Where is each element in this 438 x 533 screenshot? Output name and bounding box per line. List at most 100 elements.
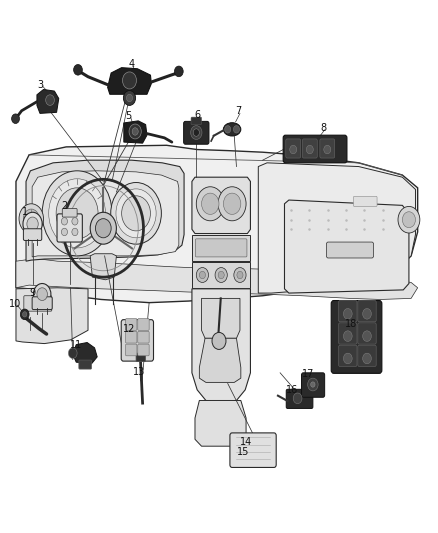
Circle shape bbox=[49, 179, 106, 248]
FancyBboxPatch shape bbox=[358, 323, 376, 344]
Text: 7: 7 bbox=[236, 106, 242, 116]
Circle shape bbox=[311, 382, 315, 387]
Circle shape bbox=[61, 228, 67, 236]
Circle shape bbox=[20, 309, 29, 320]
Text: 8: 8 bbox=[321, 123, 327, 133]
Circle shape bbox=[90, 212, 117, 244]
Polygon shape bbox=[199, 338, 241, 382]
Text: 15: 15 bbox=[237, 447, 249, 456]
Circle shape bbox=[218, 187, 246, 221]
FancyBboxPatch shape bbox=[286, 139, 300, 158]
FancyBboxPatch shape bbox=[339, 345, 357, 367]
Circle shape bbox=[56, 188, 98, 239]
FancyBboxPatch shape bbox=[23, 229, 42, 240]
Polygon shape bbox=[26, 160, 184, 261]
Text: 6: 6 bbox=[194, 110, 200, 120]
Polygon shape bbox=[124, 121, 147, 143]
Polygon shape bbox=[16, 259, 418, 300]
Circle shape bbox=[33, 284, 51, 305]
Circle shape bbox=[95, 219, 111, 238]
Polygon shape bbox=[195, 400, 246, 446]
Circle shape bbox=[306, 146, 313, 154]
Ellipse shape bbox=[223, 123, 241, 136]
Text: 9: 9 bbox=[29, 288, 35, 298]
Text: 1: 1 bbox=[21, 207, 28, 217]
Text: 14: 14 bbox=[240, 437, 252, 447]
Circle shape bbox=[290, 146, 297, 154]
FancyBboxPatch shape bbox=[283, 135, 347, 163]
Polygon shape bbox=[192, 177, 251, 233]
FancyBboxPatch shape bbox=[121, 320, 153, 361]
FancyBboxPatch shape bbox=[138, 344, 149, 356]
FancyBboxPatch shape bbox=[126, 332, 137, 343]
Circle shape bbox=[363, 309, 371, 319]
Circle shape bbox=[72, 228, 78, 236]
FancyBboxPatch shape bbox=[195, 239, 247, 257]
Circle shape bbox=[293, 393, 302, 403]
Circle shape bbox=[324, 146, 331, 154]
Circle shape bbox=[122, 196, 150, 231]
Circle shape bbox=[19, 204, 43, 233]
Circle shape bbox=[193, 129, 199, 136]
Circle shape bbox=[124, 91, 136, 106]
FancyBboxPatch shape bbox=[358, 345, 376, 367]
Polygon shape bbox=[73, 343, 97, 364]
Circle shape bbox=[307, 378, 318, 391]
Polygon shape bbox=[258, 163, 416, 293]
Circle shape bbox=[116, 189, 156, 238]
Circle shape bbox=[174, 66, 183, 77]
Text: 18: 18 bbox=[345, 319, 357, 329]
FancyBboxPatch shape bbox=[138, 332, 149, 343]
Circle shape bbox=[23, 209, 39, 228]
Circle shape bbox=[403, 212, 416, 228]
FancyBboxPatch shape bbox=[286, 389, 313, 408]
Circle shape bbox=[225, 126, 231, 133]
Circle shape bbox=[218, 271, 224, 279]
Polygon shape bbox=[192, 289, 251, 403]
Text: 10: 10 bbox=[9, 298, 21, 309]
Circle shape bbox=[343, 353, 352, 364]
FancyBboxPatch shape bbox=[339, 323, 357, 344]
Text: 4: 4 bbox=[129, 60, 135, 69]
Circle shape bbox=[27, 217, 38, 231]
FancyBboxPatch shape bbox=[353, 196, 377, 206]
Text: 13: 13 bbox=[134, 367, 146, 377]
Circle shape bbox=[129, 124, 141, 139]
Text: 2: 2 bbox=[61, 201, 67, 211]
FancyBboxPatch shape bbox=[79, 360, 92, 369]
Polygon shape bbox=[16, 146, 418, 303]
Circle shape bbox=[22, 312, 27, 317]
Circle shape bbox=[201, 193, 219, 214]
FancyBboxPatch shape bbox=[126, 344, 137, 356]
FancyBboxPatch shape bbox=[339, 301, 357, 322]
FancyBboxPatch shape bbox=[184, 122, 209, 144]
FancyBboxPatch shape bbox=[24, 296, 52, 311]
Polygon shape bbox=[32, 171, 179, 257]
Polygon shape bbox=[192, 262, 251, 288]
Circle shape bbox=[127, 94, 133, 102]
Circle shape bbox=[37, 288, 47, 301]
Text: 5: 5 bbox=[125, 111, 131, 121]
FancyBboxPatch shape bbox=[331, 301, 382, 373]
Circle shape bbox=[363, 331, 371, 342]
Circle shape bbox=[132, 128, 138, 135]
Circle shape bbox=[233, 126, 240, 133]
Circle shape bbox=[46, 95, 54, 106]
Circle shape bbox=[196, 268, 208, 282]
Circle shape bbox=[42, 171, 112, 256]
FancyBboxPatch shape bbox=[230, 433, 276, 467]
Circle shape bbox=[212, 333, 226, 350]
Polygon shape bbox=[37, 90, 59, 114]
FancyBboxPatch shape bbox=[136, 353, 146, 362]
Circle shape bbox=[343, 309, 352, 319]
FancyBboxPatch shape bbox=[320, 139, 335, 158]
Circle shape bbox=[111, 182, 161, 244]
Circle shape bbox=[74, 64, 82, 75]
Text: 12: 12 bbox=[124, 324, 136, 334]
Polygon shape bbox=[108, 68, 151, 94]
FancyBboxPatch shape bbox=[191, 117, 201, 125]
FancyBboxPatch shape bbox=[57, 214, 82, 242]
Circle shape bbox=[12, 114, 19, 124]
FancyBboxPatch shape bbox=[326, 242, 374, 258]
Circle shape bbox=[191, 126, 202, 140]
